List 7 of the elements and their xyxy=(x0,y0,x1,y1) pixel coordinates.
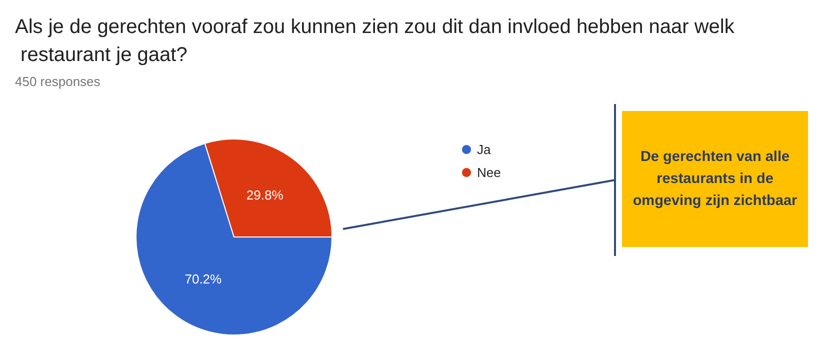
legend-label: Nee xyxy=(477,165,501,180)
chart-subtitle: 450 responses xyxy=(15,74,101,89)
data-label: 70.2% xyxy=(184,271,222,286)
legend-label: Ja xyxy=(477,142,492,157)
text: De gerechten van alle restaurants in de omgeving zijn zichtbaar xyxy=(622,111,808,247)
chart-title: Als je de gerechten vooraf zou kunnen zien zou dit dan invloed hebben naar welk restaurant je gaat? xyxy=(15,16,736,66)
data-label: 29.8% xyxy=(246,188,284,203)
